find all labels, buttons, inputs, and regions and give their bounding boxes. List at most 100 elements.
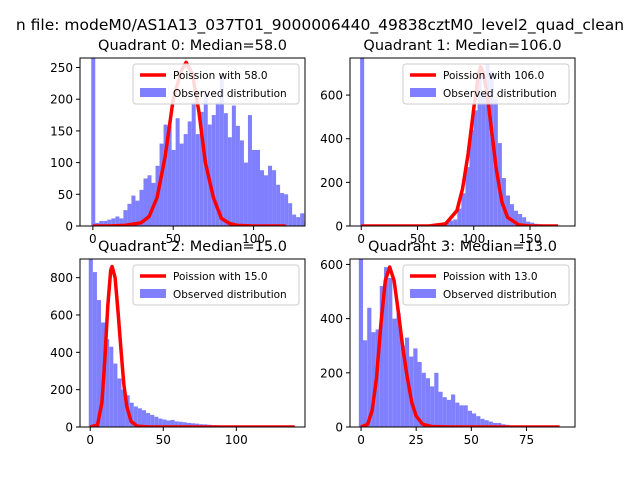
legend: Poission with 13.0 Observed distribution [402,264,570,306]
y-tick-label: 0 [65,220,73,234]
axes-frame [79,258,306,428]
histogram-bar [178,421,183,427]
y-tick-label: 400 [320,132,343,146]
legend-box [132,264,300,306]
panel-quadrant-3: 0 25 50 75 0 200 400 600 Quadrant 3: Median=13.0… [320,239,576,447]
histogram-bar [171,149,176,226]
y-tick-label: 600 [320,258,343,272]
histogram-bar [167,125,172,226]
histogram-bar [280,193,285,226]
histogram-bar [457,208,462,226]
histogram-bar [442,397,447,427]
histogram-bar [175,118,180,226]
histogram-bar [488,421,493,427]
histogram-bar [127,203,132,226]
panel-title: Quadrant 1: Median=106.0 [363,38,561,54]
histogram-bar [243,162,248,226]
histogram-bar [471,413,477,427]
legend-line-label: Poission with 106.0 [443,70,544,82]
y-tick-label: 200 [50,93,73,107]
histogram-bar [400,345,405,427]
histogram-bar [451,394,456,427]
panel-title: Quadrant 3: Median=13.0 [368,239,557,255]
histogram-bar [191,102,196,226]
histogram-bar [113,363,118,427]
x-tick-label: 100 [242,232,265,246]
poisson-line [89,264,295,427]
histogram-bar [469,130,474,226]
legend: Poission with 58.0 Observed distribution [132,63,300,105]
x-tick-label: 150 [519,232,542,246]
panel-title: Quadrant 0: Median=58.0 [98,38,287,54]
legend: Poission with 106.0 Observed distribution [402,63,570,105]
histogram-bar [251,149,256,226]
y-tick-label: 0 [335,421,343,435]
histogram-bar [367,307,372,427]
histogram-bar [182,422,187,427]
histogram-bar [363,340,368,427]
histogram-bar [455,402,460,427]
histogram-bar [105,339,110,427]
legend-bar-label: Observed distribution [173,289,287,301]
histogram-bar [219,73,224,226]
histogram-bar [497,422,502,427]
histogram-bar [159,143,164,226]
histogram-bar [141,410,147,427]
histogram-bar [131,195,136,226]
legend-bar-label: Observed distribution [173,88,287,100]
y-tick-label: 100 [50,156,73,170]
histogram-bar [421,372,426,427]
histogram-bar [260,170,265,226]
legend-bar-swatch [410,289,436,298]
legend-box [132,63,300,105]
legend-bar-label: Observed distribution [443,88,557,100]
panel-quadrant-1: 0 50 100 150 0 200 400 600 Quadrant 1: Median=10… [320,38,576,246]
figure-suptitle: n file: modeM0/AS1A13_037T01_9000006440_… [16,16,624,35]
histogram-bar [276,184,281,226]
histogram-bar [135,200,140,226]
x-tick-label: 0 [357,232,365,246]
x-tick-label: 0 [357,433,365,447]
histogram-bar [526,221,531,226]
histogram-bar [121,389,126,427]
histogram-bar [446,399,452,427]
y-tick-label: 600 [320,89,343,103]
histogram-bar [133,406,138,427]
histogram-bar [413,348,418,427]
histogram-bar [107,219,112,226]
histogram-bar [239,140,244,226]
panel-title: Quadrant 2: Median=15.0 [98,239,287,255]
y-tick-label: 250 [50,61,73,75]
histogram-bar [481,92,486,226]
y-tick-label: 200 [320,176,343,190]
y-tick-label: 200 [50,383,73,397]
histogram-bar [158,418,163,427]
legend-line-label: Poission with 13.0 [443,271,538,283]
histogram-bar [505,195,510,226]
histogram-bar [463,405,468,427]
histogram-bar [264,175,269,226]
y-tick-label: 0 [335,220,343,234]
histogram-bar [438,391,443,427]
axes-frame [349,57,576,227]
histogram-bar [195,134,200,226]
legend: Poission with 15.0 Observed distribution [132,264,300,306]
histogram-bar [392,318,397,427]
histogram-bar [465,167,470,226]
histogram-bar [150,414,155,427]
x-tick-label: 50 [464,433,479,447]
histogram-bar [227,137,232,226]
histogram-bars [88,259,269,427]
histogram-bar [96,300,102,427]
histogram-bar [417,361,422,427]
histogram-bar [453,219,458,226]
histogram-bar [183,134,188,226]
histogram-bar [111,218,116,226]
histogram-bar [211,115,216,226]
x-tick-label: 50 [166,232,181,246]
y-tick-label: 0 [65,421,73,435]
histogram-bar [103,220,108,226]
histogram-bar [109,346,114,427]
histogram-bar [360,58,365,226]
y-tick-label: 400 [320,312,343,326]
